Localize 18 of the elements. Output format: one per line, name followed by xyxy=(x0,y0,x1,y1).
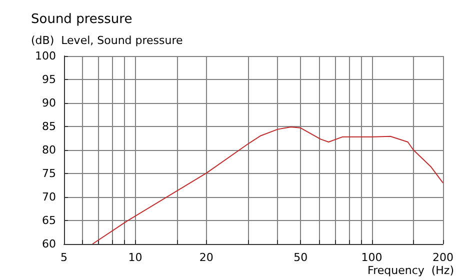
x-tick-label: 100 xyxy=(361,251,382,264)
y-tick-label: 90 xyxy=(42,96,56,110)
x-tick-label: 200 xyxy=(432,251,454,264)
y-tick-label: 75 xyxy=(42,167,56,180)
chart-title: Sound pressure xyxy=(31,12,132,27)
y-tick-label: 60 xyxy=(42,238,56,250)
y-tick-label: 80 xyxy=(42,144,56,156)
chart-subtitle: (dB) Level, Sound pressure xyxy=(31,34,184,47)
y-tick-label: 95 xyxy=(42,73,56,86)
x-tick-label: 20 xyxy=(199,251,214,264)
x-tick-label: 5 xyxy=(60,251,68,264)
y-tick-label: 100 xyxy=(35,50,56,62)
y-tick-label: 85 xyxy=(42,120,56,133)
x-tick-label: 10 xyxy=(128,251,142,264)
x-axis-title: Frequency (Hz) xyxy=(368,264,454,277)
x-tick-label: 50 xyxy=(294,251,308,264)
y-tick-label: 70 xyxy=(42,190,56,204)
y-tick-label: 65 xyxy=(42,214,56,227)
